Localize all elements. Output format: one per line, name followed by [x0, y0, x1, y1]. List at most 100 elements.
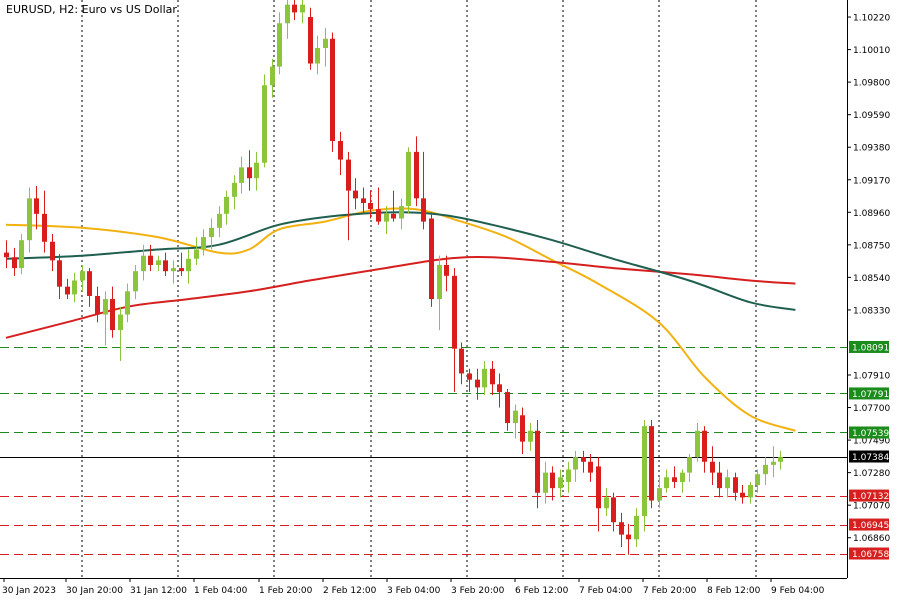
bullish-candle [406, 151, 411, 207]
price-tick-label: 1.09170 [853, 176, 890, 186]
level-price-label-bg [849, 547, 889, 560]
bearish-candle [550, 472, 555, 489]
bullish-candle [133, 271, 138, 292]
moving-average-line [5, 255, 796, 339]
bearish-candle [740, 492, 745, 498]
bullish-candle [72, 280, 77, 295]
level-price-label: 1.06758 [852, 550, 889, 560]
price-tick-label: 1.09590 [853, 111, 890, 121]
bullish-candle [27, 198, 32, 241]
bullish-candle [437, 264, 442, 300]
bullish-candle [778, 457, 783, 462]
bearish-candle [57, 260, 62, 287]
bullish-candle [748, 485, 753, 498]
bearish-candle [87, 271, 92, 296]
bearish-candle [710, 461, 715, 473]
axes: 1.10220 1.10010 1.09800 1.09590 1.09380 1.091… [0, 0, 890, 596]
bearish-candle [452, 275, 457, 349]
bearish-candle [346, 159, 351, 191]
bullish-candle [680, 472, 685, 482]
bearish-candle [95, 295, 100, 315]
bullish-candle [771, 461, 776, 465]
bearish-candle [619, 522, 624, 535]
bearish-candle [361, 198, 366, 203]
bullish-candle [687, 457, 692, 473]
price-tick-label: 1.07490 [853, 437, 890, 447]
bearish-candle [475, 379, 480, 388]
bearish-candle [588, 461, 593, 473]
bullish-candle [262, 85, 267, 163]
bullish-candle [141, 255, 146, 272]
level-price-label-bg [849, 340, 889, 353]
price-levels [0, 347, 847, 555]
time-tick-label: 30 Jan 2023 [2, 586, 56, 596]
bullish-candle [125, 291, 130, 315]
bullish-candle [763, 464, 768, 475]
bearish-candle [414, 151, 419, 199]
bullish-candle [254, 162, 259, 179]
bearish-candle [368, 202, 373, 210]
time-tick-label: 9 Feb 04:00 [771, 586, 825, 596]
bearish-candle [247, 167, 252, 179]
bullish-candle [232, 182, 237, 197]
bullish-candle [224, 196, 229, 214]
bearish-candle [505, 392, 510, 424]
price-tick-label: 1.09800 [853, 79, 890, 89]
bullish-candle [217, 213, 222, 228]
level-price-label: 1.07539 [852, 429, 889, 439]
bullish-candle [239, 167, 244, 183]
price-labels: 1.08091 1.07791 1.07539 1.07132 1.06945 1.067… [849, 340, 889, 560]
bearish-candle [611, 497, 616, 523]
bullish-candle [19, 240, 24, 269]
level-price-label-bg [849, 426, 889, 439]
bearish-candle [672, 477, 677, 482]
bullish-candle [103, 299, 108, 315]
bullish-candle [156, 260, 161, 265]
bearish-candle [444, 264, 449, 276]
price-tick-label: 1.08750 [853, 241, 890, 251]
bearish-candle [34, 198, 39, 214]
price-tick-label: 1.08540 [853, 274, 890, 284]
bearish-candle [391, 213, 396, 219]
bullish-candle [118, 314, 123, 331]
bullish-candle [634, 516, 639, 540]
price-tick-label: 1.08330 [853, 306, 890, 316]
bullish-candle [657, 488, 662, 501]
level-price-label: 1.07791 [852, 390, 889, 400]
bullish-candle [399, 206, 404, 219]
bearish-candle [490, 368, 495, 385]
time-tick-label: 2 Feb 12:00 [323, 586, 377, 596]
bearish-candle [12, 257, 17, 269]
bullish-candle [285, 4, 290, 24]
bullish-candle [528, 430, 533, 442]
bullish-candle [558, 477, 563, 489]
time-tick-label: 1 Feb 20:00 [259, 586, 313, 596]
bullish-candle [695, 430, 700, 458]
time-tick-label: 6 Feb 12:00 [515, 586, 569, 596]
time-tick-label: 7 Feb 20:00 [643, 586, 697, 596]
bearish-candle [459, 348, 464, 374]
bearish-candle [148, 255, 153, 265]
bearish-candle [110, 299, 115, 331]
current-price-label: 1.07384 [852, 453, 889, 463]
bullish-candle [664, 477, 669, 489]
bearish-candle [163, 260, 168, 272]
moving-average-line [5, 207, 796, 432]
bullish-candle [300, 4, 305, 13]
price-tick-label: 1.07910 [853, 372, 890, 382]
bearish-candle [421, 198, 426, 222]
bullish-candle [194, 249, 199, 259]
price-tick-label: 1.09380 [853, 144, 890, 154]
bullish-candle [277, 23, 282, 67]
price-tick-label: 1.07700 [853, 404, 890, 414]
chart-title: EURUSD, H2: Euro vs US Dollar [6, 3, 177, 16]
bearish-candle [596, 466, 601, 509]
bullish-candle [270, 66, 275, 86]
level-price-label: 1.06945 [852, 521, 889, 531]
bearish-candle [626, 534, 631, 540]
bullish-candle [604, 497, 609, 509]
bullish-candle [186, 258, 191, 272]
price-tick-label: 1.08960 [853, 209, 890, 219]
